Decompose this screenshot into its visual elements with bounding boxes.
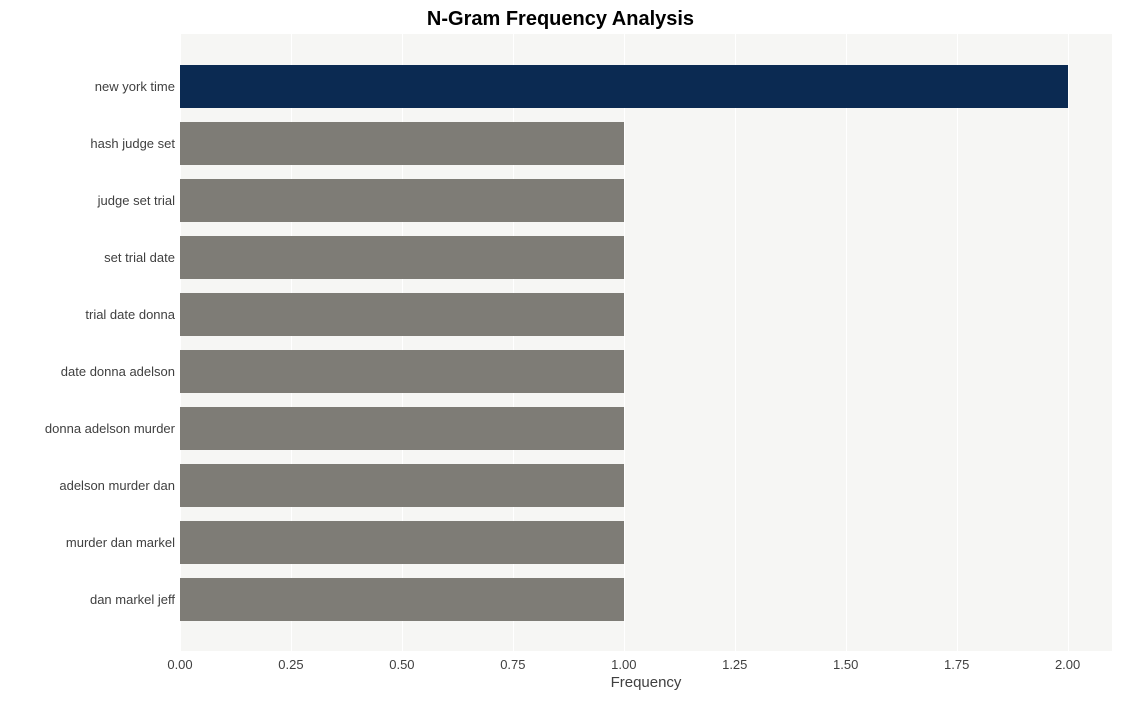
y-tick-label: date donna adelson [61,364,175,379]
bar-row [180,407,1112,450]
x-tick-label: 2.00 [1055,657,1080,672]
bar [180,578,624,621]
plot-area [180,34,1112,651]
bar-row [180,236,1112,279]
bar [180,179,624,222]
bar-row [180,65,1112,108]
y-tick-label: dan markel jeff [90,592,175,607]
x-tick-label: 0.25 [278,657,303,672]
bar-row [180,179,1112,222]
y-tick-label: set trial date [104,250,175,265]
y-tick-label: judge set trial [98,193,175,208]
y-tick-label: murder dan markel [66,535,175,550]
bar-row [180,521,1112,564]
y-tick-label: new york time [95,79,175,94]
bar [180,65,1068,108]
x-tick-label: 1.75 [944,657,969,672]
y-tick-label: trial date donna [85,307,175,322]
bar-row [180,350,1112,393]
x-tick-label: 1.00 [611,657,636,672]
bar [180,464,624,507]
bar [180,521,624,564]
bar [180,350,624,393]
x-tick-label: 1.50 [833,657,858,672]
y-tick-label: adelson murder dan [59,478,175,493]
bar [180,236,624,279]
x-tick-label: 1.25 [722,657,747,672]
bar [180,122,624,165]
bar-row [180,293,1112,336]
x-axis-label: Frequency [180,674,1112,691]
bar-row [180,122,1112,165]
x-tick-label: 0.75 [500,657,525,672]
x-tick-label: 0.50 [389,657,414,672]
bar-row [180,578,1112,621]
chart-title: N-Gram Frequency Analysis [0,8,1121,31]
y-tick-label: donna adelson murder [45,421,175,436]
bar [180,407,624,450]
ngram-chart: N-Gram Frequency Analysis new york time h… [0,0,1121,701]
y-tick-label: hash judge set [90,136,175,151]
x-tick-label: 0.00 [167,657,192,672]
bar-row [180,464,1112,507]
bar [180,293,624,336]
